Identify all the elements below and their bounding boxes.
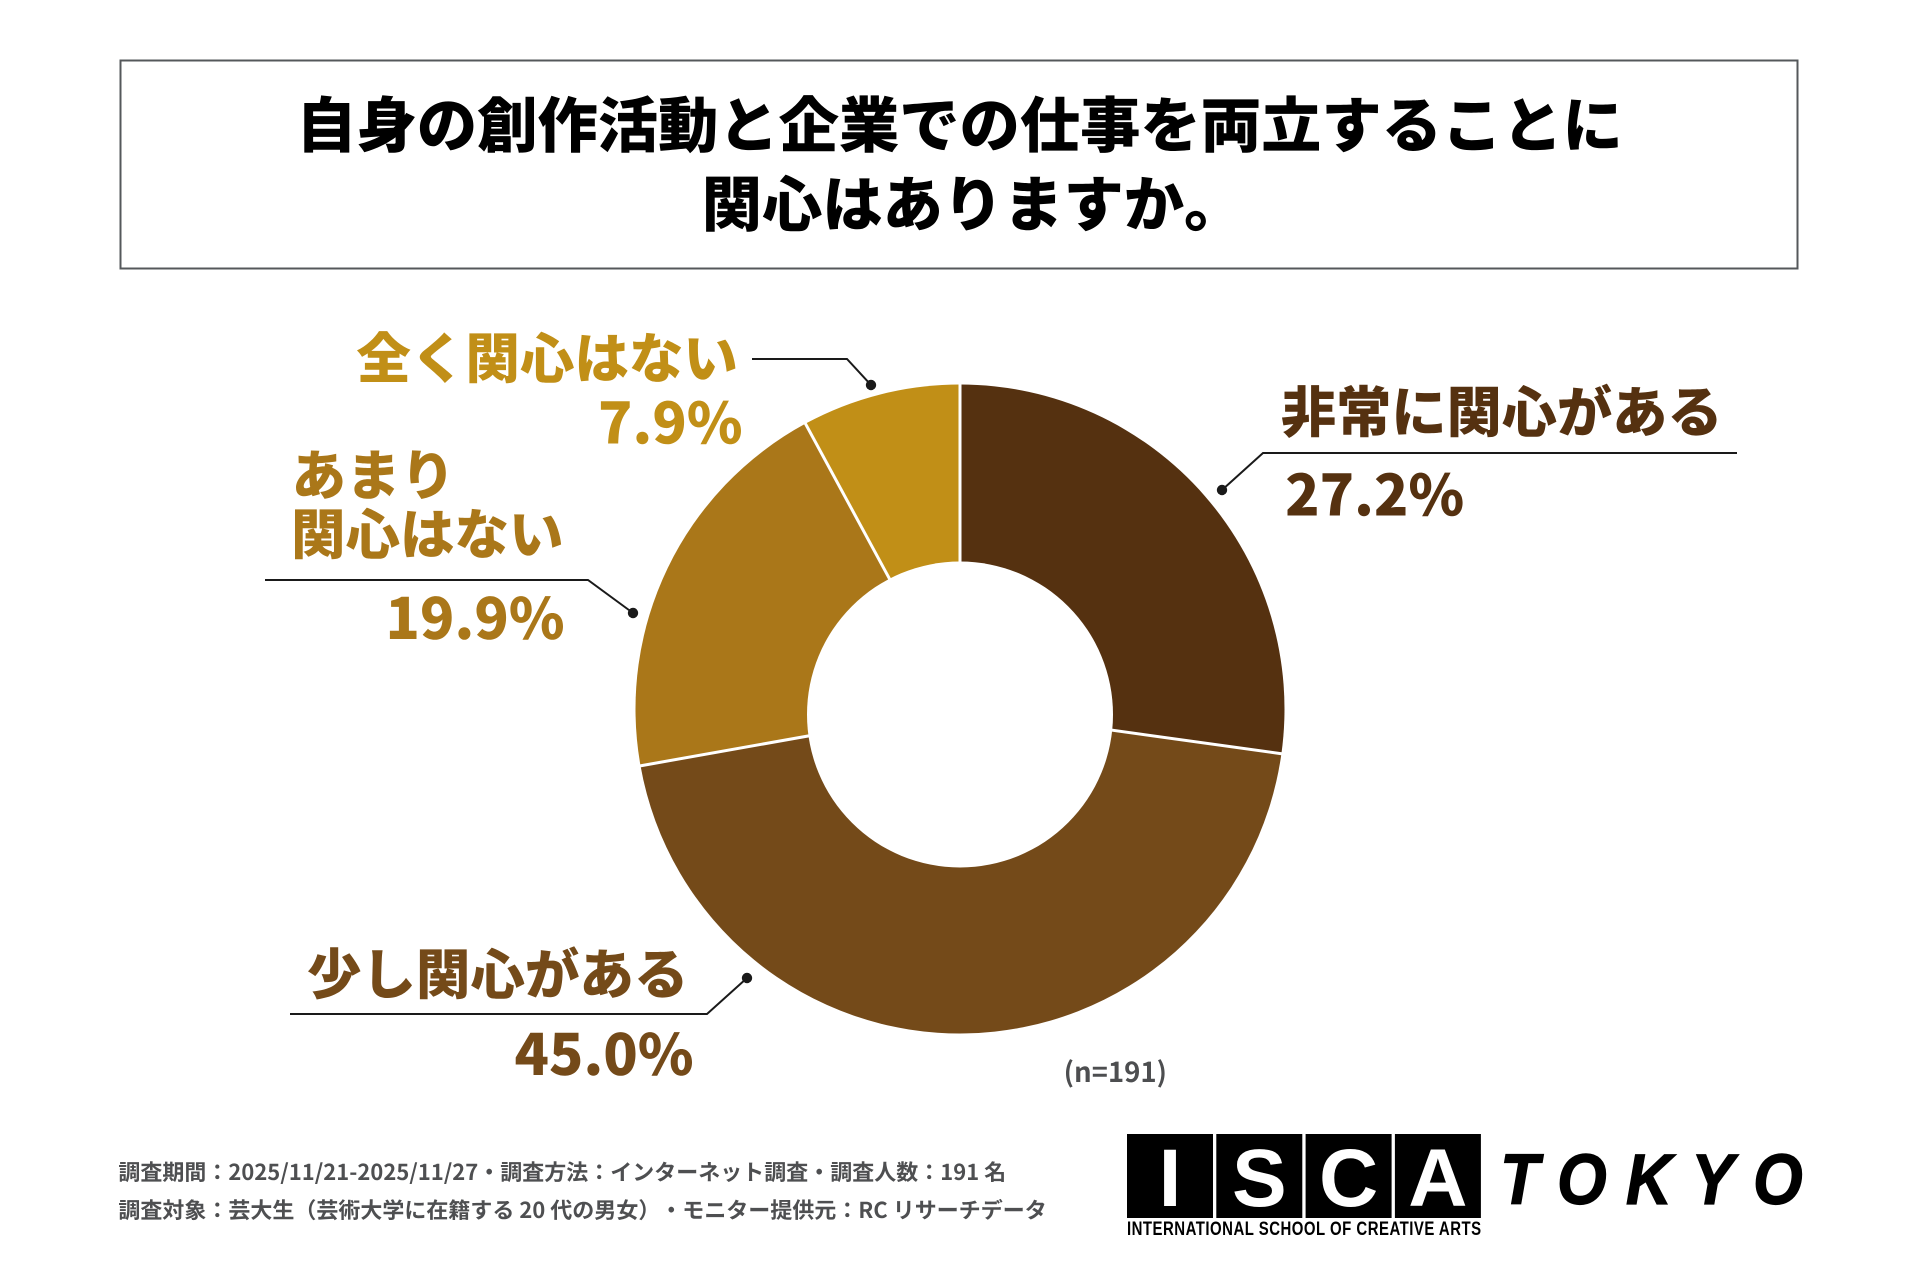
- svg-text:TOKYO: TOKYO: [1500, 1141, 1822, 1220]
- svg-text:INTERNATIONAL SCHOOL OF CREATI: INTERNATIONAL SCHOOL OF CREATIVE ARTS: [1127, 1217, 1481, 1239]
- svg-text:S: S: [1232, 1133, 1287, 1224]
- svg-text:A: A: [1408, 1133, 1467, 1224]
- svg-text:C: C: [1319, 1133, 1378, 1224]
- svg-text:I: I: [1159, 1133, 1182, 1224]
